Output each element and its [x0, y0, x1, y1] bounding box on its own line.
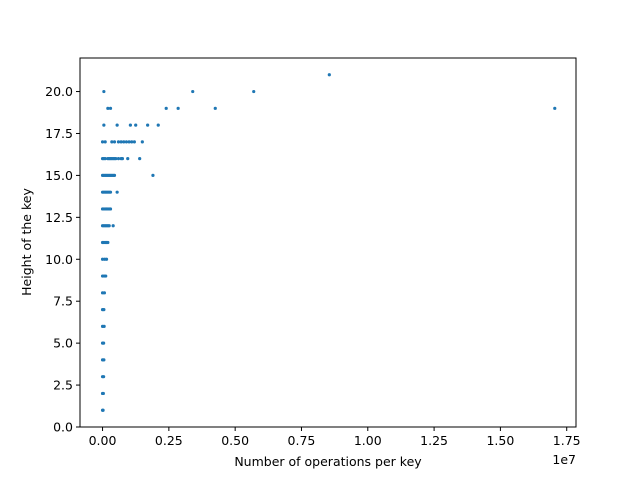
point: [111, 224, 115, 228]
point: [102, 123, 106, 127]
point: [108, 106, 113, 110]
point: [107, 224, 111, 228]
point: [128, 123, 132, 127]
point: [140, 140, 144, 144]
point: [104, 257, 109, 261]
point: [122, 140, 126, 144]
point: [127, 140, 131, 144]
point: [108, 207, 113, 211]
point: [102, 89, 106, 94]
point: [103, 157, 107, 161]
point: [116, 140, 121, 144]
x-tick-label: 1.75: [553, 433, 581, 448]
y-tick-label: 17.5: [45, 126, 73, 141]
point: [102, 324, 106, 328]
x-offset-label: 1e7: [552, 452, 576, 467]
x-tick-label: 0.00: [89, 433, 117, 448]
point: [213, 106, 217, 110]
y-tick-label: 10.0: [45, 252, 73, 267]
y-tick-label: 20.0: [45, 84, 73, 99]
point: [151, 173, 155, 178]
x-tick-label: 0.75: [288, 433, 316, 448]
x-tick-label: 0.25: [155, 433, 183, 448]
point: [134, 123, 138, 127]
y-tick-label: 2.5: [53, 378, 73, 393]
point: [102, 375, 106, 379]
point: [130, 140, 134, 144]
point: [124, 140, 129, 144]
point: [115, 190, 119, 194]
x-tick-label: 1.00: [354, 433, 382, 448]
point: [114, 157, 118, 161]
point: [191, 89, 195, 94]
y-tick-label: 15.0: [45, 168, 73, 183]
point: [176, 106, 180, 110]
point: [102, 358, 106, 362]
point: [110, 140, 114, 144]
point: [103, 140, 107, 144]
point: [101, 408, 105, 412]
point: [164, 106, 168, 110]
x-tick-label: 0.50: [221, 433, 249, 448]
point: [252, 89, 256, 94]
y-tick-label: 12.5: [45, 210, 73, 225]
point: [112, 173, 117, 178]
point: [102, 341, 106, 345]
y-tick-label: 7.5: [53, 294, 73, 309]
point: [119, 140, 123, 144]
point: [138, 157, 142, 161]
point: [156, 123, 160, 127]
point: [106, 240, 110, 245]
point: [102, 307, 106, 312]
plot-frame: [79, 57, 577, 428]
y-tick-label: 0.0: [53, 420, 73, 435]
point: [146, 123, 150, 127]
x-axis-label: Number of operations per key: [234, 454, 422, 469]
point: [553, 106, 557, 110]
y-tick-label: 5.0: [53, 336, 73, 351]
point: [106, 106, 110, 110]
point: [104, 274, 108, 278]
point: [327, 73, 331, 77]
x-tick-label: 1.50: [486, 433, 514, 448]
point: [101, 391, 105, 396]
point: [102, 291, 107, 295]
x-tick-label: 1.25: [420, 433, 448, 448]
y-axis-label: Height of the key: [19, 188, 34, 296]
point: [116, 157, 121, 161]
point: [100, 140, 105, 144]
point: [115, 123, 119, 127]
point: [120, 157, 125, 161]
point: [108, 190, 113, 194]
point: [132, 140, 136, 144]
point: [126, 157, 130, 161]
point: [112, 140, 117, 144]
